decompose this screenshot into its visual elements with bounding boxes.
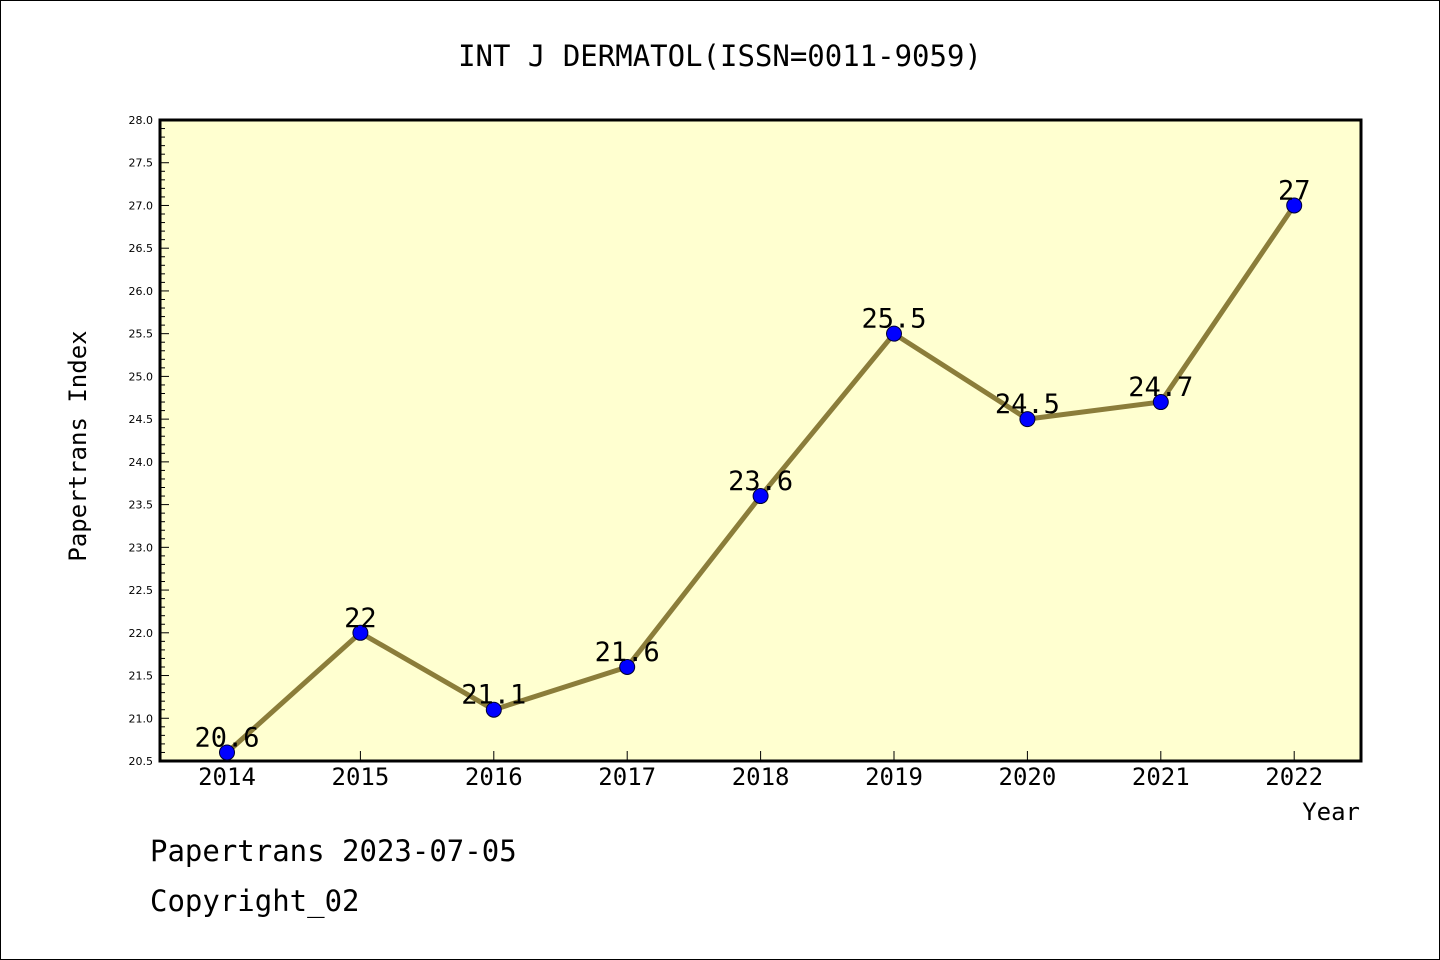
data-point [752, 488, 769, 505]
y-tick-label: 25.0 [129, 370, 154, 383]
y-tick-label: 23.5 [129, 499, 154, 512]
y-tick-label: 25.5 [129, 328, 154, 341]
data-label: 24.7 [1128, 372, 1193, 403]
x-tick-label: 2017 [598, 763, 656, 791]
y-tick-label: 27.0 [129, 199, 154, 212]
y-tick-label: 22.5 [129, 584, 154, 597]
y-tick-label: 26.5 [129, 242, 154, 255]
footer-copyright: Copyright_02 [150, 884, 360, 918]
chart-title: INT J DERMATOL(ISSN=0011-9059) [458, 39, 982, 73]
x-axis-label: Year [1302, 798, 1360, 826]
data-point [886, 325, 902, 342]
y-tick-label: 21.5 [129, 670, 154, 683]
y-axis: 20.5 21.0 21.5 22.0 22.5 23.0 23.5 24.0 24.5 25.0… [129, 114, 169, 768]
x-tick-label: 2015 [332, 763, 390, 791]
x-tick-label: 2022 [1265, 763, 1323, 791]
y-tick-label: 22.0 [129, 627, 154, 640]
plot-area [158, 118, 1363, 763]
x-tick-label: 2020 [999, 763, 1057, 791]
data-label: 21.1 [461, 680, 526, 711]
x-tick-label: 2019 [865, 763, 923, 791]
y-tick-label: 24.5 [129, 413, 154, 426]
data-point [219, 744, 235, 761]
series-markers [219, 197, 1303, 761]
data-label: 23.6 [728, 466, 793, 497]
y-tick-label: 27.5 [129, 157, 154, 170]
data-point [485, 701, 502, 718]
x-tick-label: 2014 [198, 763, 256, 791]
x-tick-label: 2021 [1132, 763, 1190, 791]
y-tick-label: 24.0 [129, 456, 154, 469]
data-label: 22 [344, 603, 377, 634]
data-point [352, 624, 369, 641]
data-label: 27 [1278, 175, 1311, 206]
data-point [619, 658, 636, 675]
data-label: 21.6 [595, 637, 660, 668]
data-label: 24.5 [995, 389, 1060, 420]
data-label: 20.6 [194, 722, 259, 753]
data-point [1019, 411, 1036, 428]
data-label: 25.5 [861, 304, 926, 335]
y-tick-label: 26.0 [129, 285, 154, 298]
x-tick-label: 2016 [465, 763, 523, 791]
data-point [1286, 197, 1303, 214]
y-tick-label: 23.0 [129, 541, 154, 554]
y-tick-label: 20.5 [129, 755, 154, 768]
y-tick-label: 28.0 [129, 114, 154, 127]
footer-date: Papertrans 2023-07-05 [150, 834, 517, 868]
x-axis: 2014 2015 2016 2017 2018 2019 2020 2021 2022 [198, 751, 1323, 791]
y-axis-label: Papertrans Index [64, 330, 92, 561]
data-labels: 20.6 22 21.1 21.6 23.6 25.5 24.5 24.7 27 [194, 175, 1310, 753]
y-tick-label: 21.0 [129, 712, 154, 725]
x-tick-label: 2018 [732, 763, 790, 791]
data-point [1152, 394, 1169, 411]
